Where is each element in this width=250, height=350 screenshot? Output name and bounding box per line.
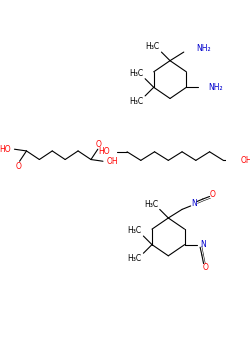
Text: N: N [191,199,197,208]
Text: O: O [16,162,22,171]
Text: NH₂: NH₂ [196,44,210,53]
Text: H₃C: H₃C [146,42,160,51]
Text: O: O [202,263,208,272]
Text: H₃C: H₃C [129,97,144,106]
Text: HO: HO [0,145,11,154]
Text: H₃C: H₃C [128,226,142,236]
Text: H₃C: H₃C [128,254,142,263]
Text: H₃C: H₃C [129,69,144,78]
Text: O: O [210,190,216,199]
Text: OH: OH [240,156,250,165]
Text: H₃C: H₃C [144,200,158,209]
Text: HO: HO [98,147,110,156]
Text: OH: OH [106,157,118,166]
Text: O: O [96,140,102,148]
Text: N: N [200,240,206,249]
Text: NH₂: NH₂ [208,83,222,92]
